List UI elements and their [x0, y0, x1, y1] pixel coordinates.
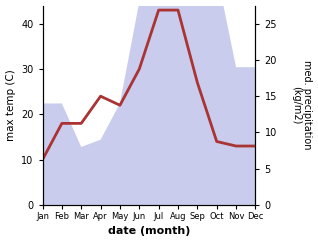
Y-axis label: med. precipitation
(kg/m2): med. precipitation (kg/m2): [291, 60, 313, 150]
X-axis label: date (month): date (month): [108, 227, 190, 236]
Y-axis label: max temp (C): max temp (C): [5, 69, 16, 141]
